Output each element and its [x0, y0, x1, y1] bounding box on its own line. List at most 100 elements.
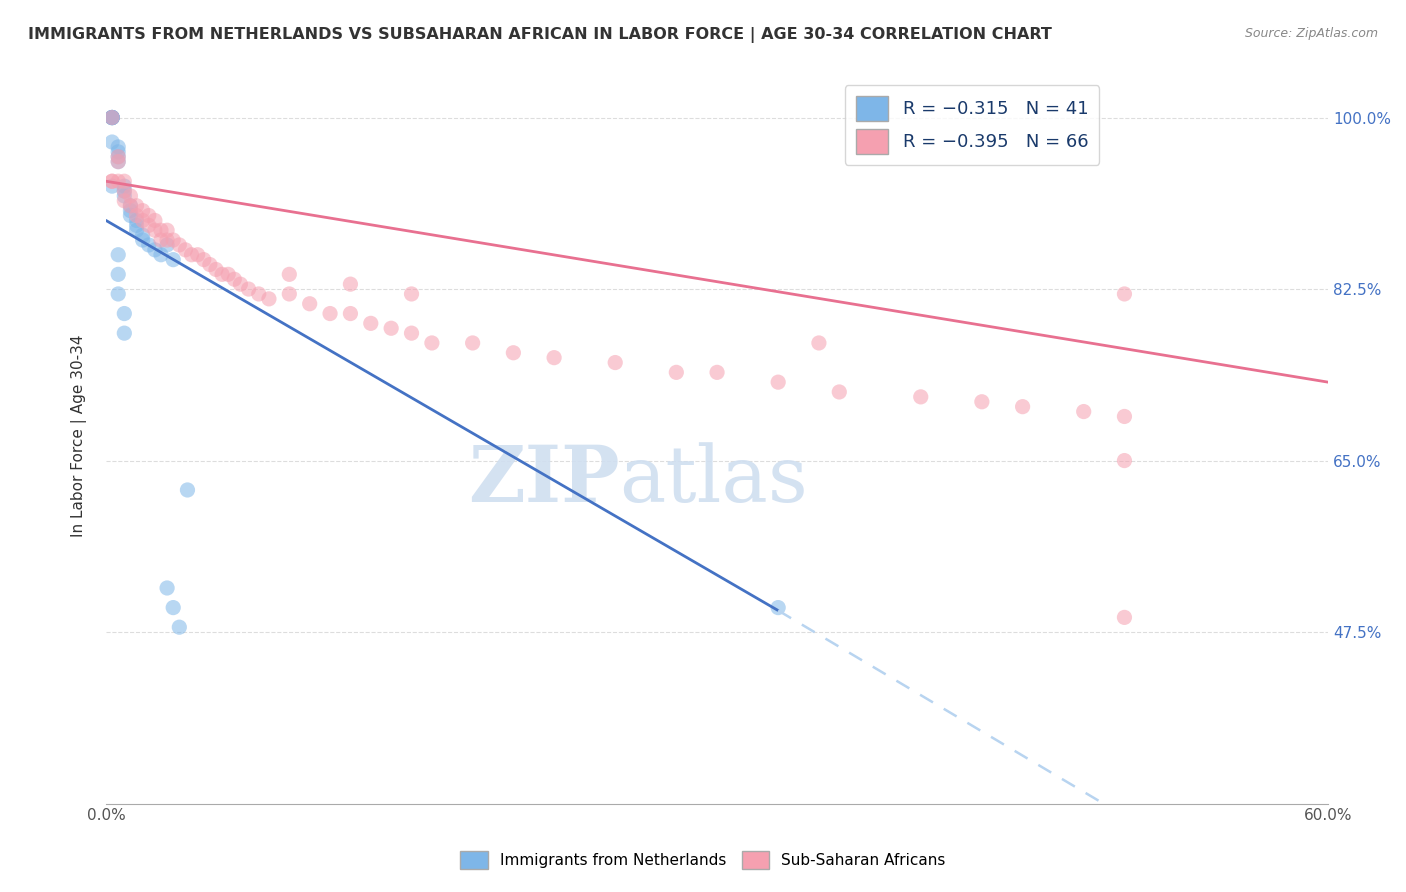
- Point: [401, 287, 423, 301]
- Point: [125, 199, 148, 213]
- Point: [107, 140, 129, 154]
- Point: [138, 238, 160, 252]
- Point: [910, 390, 932, 404]
- Point: [257, 292, 280, 306]
- Point: [138, 219, 160, 233]
- Point: [101, 174, 124, 188]
- Point: [1114, 453, 1136, 467]
- Point: [193, 252, 215, 267]
- Point: [339, 307, 361, 321]
- Point: [138, 209, 160, 223]
- Point: [112, 194, 135, 208]
- Point: [107, 154, 129, 169]
- Point: [205, 262, 228, 277]
- Point: [247, 287, 270, 301]
- Point: [112, 326, 135, 340]
- Text: ZIP: ZIP: [468, 442, 619, 518]
- Point: [107, 268, 129, 282]
- Point: [461, 335, 484, 350]
- Point: [125, 219, 148, 233]
- Point: [131, 203, 153, 218]
- Point: [278, 268, 301, 282]
- Point: [101, 174, 124, 188]
- Point: [360, 317, 382, 331]
- Point: [101, 111, 124, 125]
- Point: [101, 111, 124, 125]
- Point: [131, 228, 153, 243]
- Point: [807, 335, 830, 350]
- Point: [1073, 404, 1095, 418]
- Point: [149, 233, 172, 247]
- Point: [187, 248, 209, 262]
- Point: [107, 174, 129, 188]
- Point: [125, 223, 148, 237]
- Point: [112, 189, 135, 203]
- Point: [120, 199, 142, 213]
- Point: [1011, 400, 1033, 414]
- Point: [107, 145, 129, 159]
- Point: [156, 581, 179, 595]
- Text: Source: ZipAtlas.com: Source: ZipAtlas.com: [1244, 27, 1378, 40]
- Point: [217, 268, 239, 282]
- Point: [211, 268, 233, 282]
- Point: [605, 355, 627, 369]
- Point: [143, 243, 166, 257]
- Point: [665, 365, 688, 379]
- Point: [224, 272, 246, 286]
- Point: [1114, 287, 1136, 301]
- Point: [380, 321, 402, 335]
- Point: [169, 238, 191, 252]
- Point: [420, 335, 443, 350]
- Point: [101, 179, 124, 194]
- Point: [543, 351, 565, 365]
- Point: [101, 135, 124, 149]
- Point: [101, 111, 124, 125]
- Point: [229, 277, 252, 292]
- Point: [162, 252, 184, 267]
- Point: [143, 223, 166, 237]
- Point: [120, 199, 142, 213]
- Point: [120, 189, 142, 203]
- Point: [112, 174, 135, 188]
- Point: [101, 111, 124, 125]
- Point: [149, 223, 172, 237]
- Point: [101, 111, 124, 125]
- Point: [101, 111, 124, 125]
- Point: [125, 209, 148, 223]
- Point: [319, 307, 342, 321]
- Point: [107, 150, 129, 164]
- Point: [169, 620, 191, 634]
- Text: IMMIGRANTS FROM NETHERLANDS VS SUBSAHARAN AFRICAN IN LABOR FORCE | AGE 30-34 COR: IMMIGRANTS FROM NETHERLANDS VS SUBSAHARA…: [28, 27, 1052, 43]
- Point: [174, 243, 197, 257]
- Point: [198, 258, 221, 272]
- Point: [278, 287, 301, 301]
- Point: [238, 282, 260, 296]
- Point: [180, 248, 202, 262]
- Point: [112, 179, 135, 194]
- Point: [131, 233, 153, 247]
- Point: [339, 277, 361, 292]
- Point: [766, 600, 789, 615]
- Point: [125, 213, 148, 227]
- Point: [828, 384, 851, 399]
- Text: atlas: atlas: [619, 442, 808, 518]
- Point: [107, 248, 129, 262]
- Point: [706, 365, 728, 379]
- Point: [101, 111, 124, 125]
- Point: [401, 326, 423, 340]
- Point: [107, 287, 129, 301]
- Y-axis label: In Labor Force | Age 30-34: In Labor Force | Age 30-34: [72, 334, 87, 537]
- Point: [1114, 610, 1136, 624]
- Point: [120, 203, 142, 218]
- Point: [162, 600, 184, 615]
- Legend: Immigrants from Netherlands, Sub-Saharan Africans: Immigrants from Netherlands, Sub-Saharan…: [454, 845, 952, 875]
- Point: [298, 297, 321, 311]
- Point: [112, 184, 135, 198]
- Point: [107, 150, 129, 164]
- Point: [156, 233, 179, 247]
- Point: [101, 111, 124, 125]
- Point: [112, 307, 135, 321]
- Point: [162, 233, 184, 247]
- Point: [131, 213, 153, 227]
- Point: [176, 483, 198, 497]
